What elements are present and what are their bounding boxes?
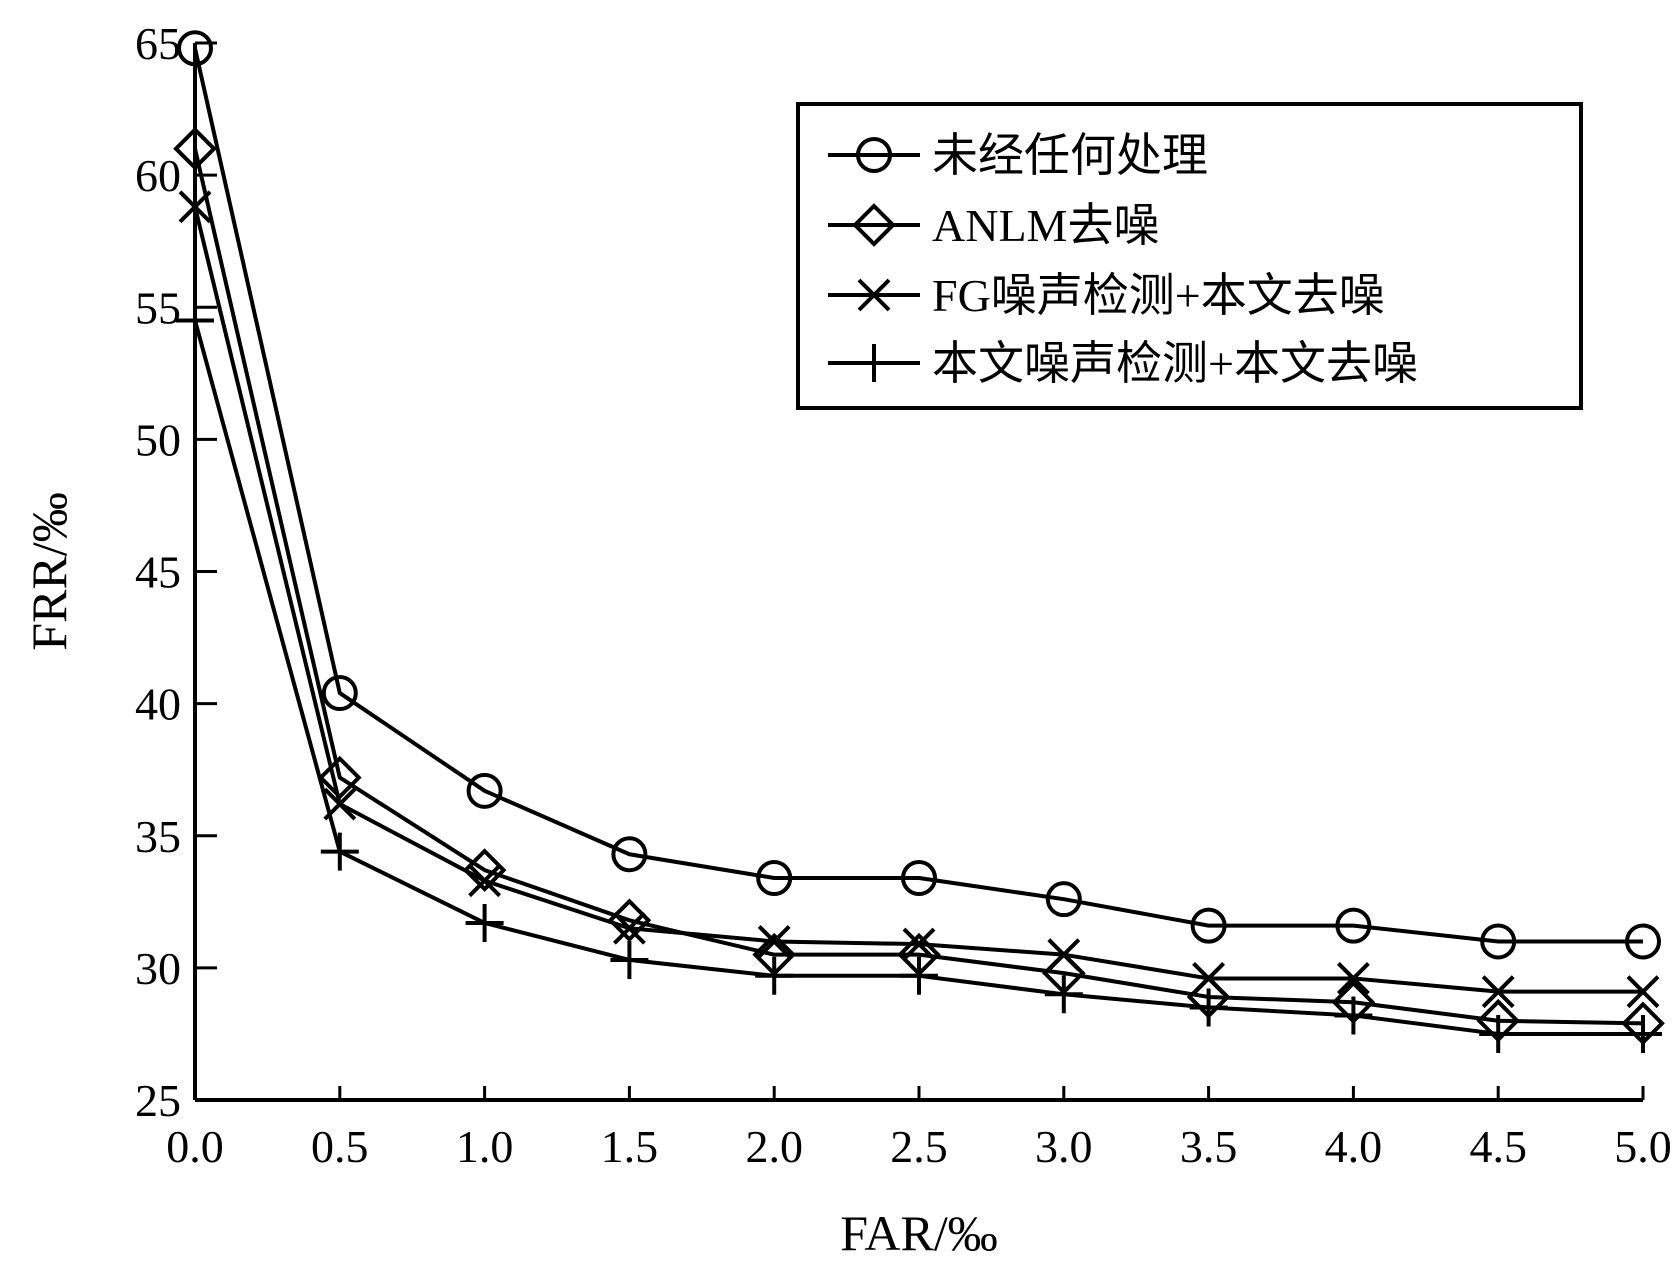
legend-label: FG噪声检测+本文去噪 (932, 270, 1385, 321)
data-point-circle (321, 675, 358, 712)
x-tick-label: 1.0 (456, 1121, 514, 1172)
x-tick-label: 4.0 (1325, 1121, 1383, 1172)
data-point-plus (610, 940, 649, 979)
data-point-x (178, 190, 212, 224)
data-point-x (902, 927, 936, 961)
x-axis-ticks: 0.0 0.5 1.0 1.5 2.0 2.5 3.0 3.5 4.0 4.5 5.0 (166, 1086, 1672, 1172)
data-point-plus (176, 301, 214, 340)
data-point-x (1626, 975, 1660, 1009)
series-x (178, 190, 1660, 1009)
data-point-circle (1335, 907, 1372, 944)
legend-box (796, 102, 1583, 410)
data-point-x (468, 864, 502, 898)
series-plus (176, 301, 1662, 1053)
y-tick-label: 55 (135, 282, 181, 333)
legend-label: ANLM去噪 (932, 200, 1159, 251)
data-point-circle (611, 836, 648, 873)
data-point-x (1336, 962, 1370, 995)
legend-item: FG噪声检测+本文去噪 (828, 270, 1385, 321)
data-point-x (1481, 975, 1515, 1009)
legend-marker-diamond (852, 203, 896, 247)
series-circle (177, 30, 1661, 960)
legend-marker-x (857, 278, 891, 312)
data-point-circle (177, 30, 213, 67)
data-point-diamond (462, 848, 507, 892)
y-tick-label: 35 (135, 811, 181, 862)
data-point-x (1047, 938, 1081, 972)
data-point-circle (901, 860, 937, 897)
x-tick-label: 3.0 (1035, 1121, 1093, 1172)
y-tick-label: 40 (135, 679, 181, 730)
data-point-x (1192, 962, 1226, 995)
x-tick-label: 4.5 (1469, 1121, 1527, 1172)
y-tick-label: 30 (135, 943, 181, 994)
x-axis-label: FAR/‰ (840, 1205, 997, 1261)
data-point-circle (1045, 881, 1082, 918)
series-layer (173, 30, 1665, 1053)
data-point-circle (1190, 907, 1227, 944)
legend-marker-plus (855, 344, 893, 382)
data-point-plus (1044, 975, 1083, 1014)
y-tick-label: 65 (135, 18, 181, 69)
data-point-x (612, 911, 646, 945)
data-point-plus (900, 956, 938, 995)
y-tick-label: 60 (135, 150, 181, 201)
y-tick-label: 45 (135, 547, 181, 598)
legend-label: 本文噪声检测+本文去噪 (932, 338, 1418, 389)
data-point-plus (1189, 988, 1228, 1027)
data-point-circle (1480, 923, 1517, 960)
y-axis-label: FRR/‰ (21, 492, 77, 650)
x-tick-label: 2.5 (890, 1121, 948, 1172)
x-tick-label: 3.5 (1180, 1121, 1238, 1172)
x-tick-label: 2.0 (745, 1121, 803, 1172)
data-point-circle (466, 772, 503, 809)
data-point-plus (1334, 996, 1373, 1035)
y-tick-label: 25 (135, 1075, 181, 1126)
y-tick-label: 50 (135, 414, 181, 465)
legend-item: ANLM去噪 (828, 200, 1159, 251)
data-point-circle (756, 860, 793, 897)
series-line (193, 47, 1643, 944)
data-point-circle (1625, 923, 1661, 960)
legend-marker-circle (856, 137, 892, 173)
data-point-plus (1479, 1014, 1518, 1053)
x-tick-label: 5.0 (1614, 1121, 1672, 1172)
x-tick-label: 1.5 (601, 1121, 659, 1172)
data-point-plus (755, 956, 794, 995)
data-point-plus (465, 903, 504, 942)
data-point-plus (1624, 1014, 1662, 1053)
legend-item: 本文噪声检测+本文去噪 (828, 338, 1418, 389)
series-line (193, 148, 1644, 1026)
series-line (193, 319, 1643, 1036)
x-tick-label: 0.5 (311, 1121, 369, 1172)
x-tick-label: 0.0 (166, 1121, 224, 1172)
legend-label: 未经任何处理 (932, 130, 1208, 181)
y-axis-ticks: 25 30 35 40 45 50 55 60 65 (135, 18, 217, 1126)
legend-item: 未经任何处理 (828, 130, 1208, 181)
data-point-plus (320, 832, 359, 871)
data-point-x (757, 925, 791, 958)
data-point-diamond (173, 126, 217, 171)
